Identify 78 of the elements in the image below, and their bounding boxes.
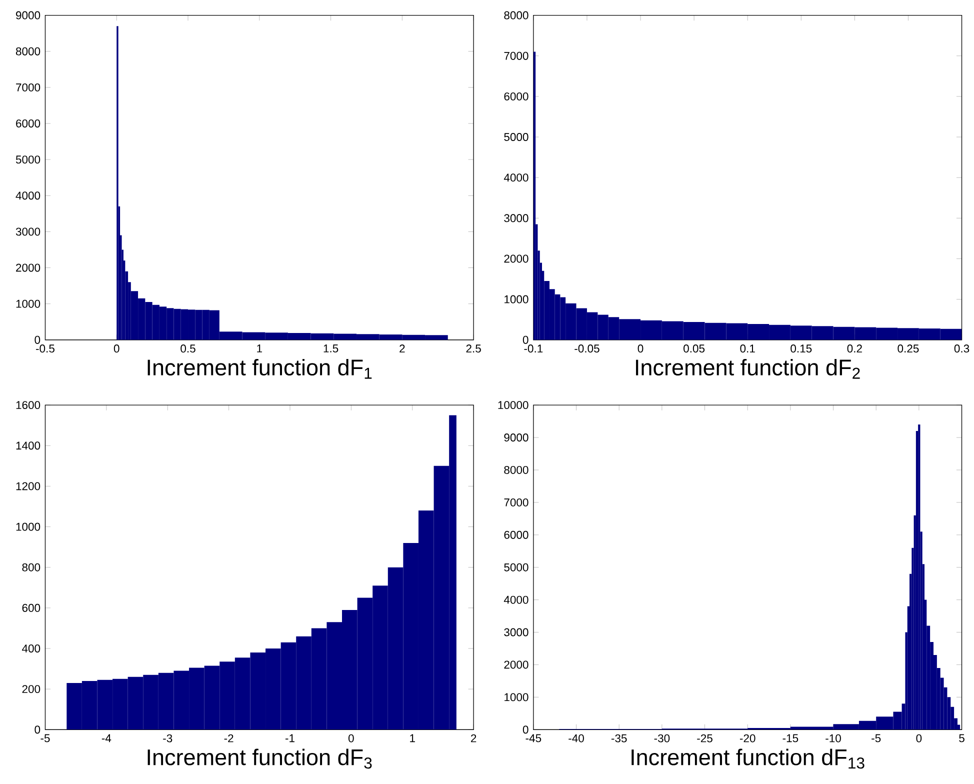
x-tick-label: -35 bbox=[611, 734, 627, 742]
x-tick-label: -5 bbox=[872, 734, 881, 742]
y-tick-label: 7000 bbox=[16, 83, 40, 92]
x-tick-label: -3 bbox=[163, 734, 172, 742]
x-tick-label: -10 bbox=[826, 734, 841, 742]
y-tick-label: 1000 bbox=[16, 300, 40, 308]
y-tick-label: 1000 bbox=[504, 295, 528, 304]
x-tick-label: 0.5 bbox=[180, 344, 196, 352]
y-tick-label: 7000 bbox=[504, 52, 528, 60]
y-tick-label: 0 bbox=[34, 726, 40, 734]
x-tick-label: -40 bbox=[568, 734, 584, 742]
y-tick-label: 1000 bbox=[504, 693, 528, 702]
x-axis-title: Increment function dF$_{2}$ bbox=[636, 358, 860, 379]
y-tick-label: 400 bbox=[22, 644, 40, 652]
y-tick-label: 600 bbox=[22, 604, 40, 612]
x-tick-label: 2.5 bbox=[466, 344, 481, 352]
x-tick-label: 0 bbox=[638, 344, 644, 352]
x-tick-label: 0.1 bbox=[740, 344, 755, 352]
x-tick-label: 1 bbox=[257, 344, 262, 352]
y-tick-label: 7000 bbox=[504, 498, 528, 506]
x-tick-label: 0.05 bbox=[684, 344, 705, 352]
x-tick-label: 0.3 bbox=[954, 344, 970, 352]
y-tick-label: 6000 bbox=[504, 92, 528, 100]
x-tick-label: 0.25 bbox=[898, 344, 919, 352]
y-tick-label: 800 bbox=[22, 563, 40, 572]
x-tick-label: 0 bbox=[916, 734, 922, 742]
y-tick-label: 10000 bbox=[498, 400, 528, 409]
y-tick-label: 3000 bbox=[504, 628, 528, 636]
x-tick-label: -15 bbox=[782, 734, 798, 742]
x-tick-label: -0.05 bbox=[574, 344, 600, 352]
y-tick-label: 1200 bbox=[16, 482, 40, 490]
x-axis-title: Increment function dF$_{13}$ bbox=[632, 748, 864, 769]
x-tick-label: 1.5 bbox=[324, 344, 338, 352]
y-tick-label: 200 bbox=[22, 685, 40, 693]
y-tick-label: 6000 bbox=[16, 119, 40, 128]
y-tick-label: 5000 bbox=[16, 155, 40, 164]
y-tick-label: 5000 bbox=[504, 563, 528, 572]
y-tick-label: 9000 bbox=[16, 11, 40, 20]
y-tick-label: 5000 bbox=[504, 132, 528, 141]
x-tick-label: 0 bbox=[114, 344, 120, 352]
x-tick-label: 2 bbox=[400, 344, 405, 352]
y-tick-label: 8000 bbox=[16, 47, 40, 56]
y-tick-label: 4000 bbox=[16, 192, 40, 200]
x-tick-label: -20 bbox=[740, 734, 756, 742]
x-tick-label: -1 bbox=[285, 734, 294, 742]
y-tick-label: 1600 bbox=[16, 400, 40, 409]
y-tick-label: 2000 bbox=[504, 660, 528, 669]
y-tick-label: 0 bbox=[522, 336, 528, 344]
y-tick-label: 8000 bbox=[504, 466, 528, 474]
x-tick-label: 0 bbox=[348, 734, 354, 742]
x-axis-title: Increment function dF$_{3}$ bbox=[148, 748, 372, 769]
x-tick-label: -2 bbox=[224, 734, 234, 742]
y-tick-label: 3000 bbox=[16, 228, 40, 236]
x-tick-label: -45 bbox=[526, 734, 542, 742]
y-tick-label: 4000 bbox=[504, 596, 528, 604]
y-tick-label: 8000 bbox=[504, 11, 528, 20]
y-tick-label: 1400 bbox=[16, 442, 40, 450]
x-tick-label: -30 bbox=[654, 734, 670, 742]
y-tick-label: 3000 bbox=[504, 214, 528, 222]
x-tick-label: 1 bbox=[410, 734, 415, 742]
y-tick-label: 4000 bbox=[504, 174, 528, 182]
y-tick-label: 0 bbox=[34, 336, 40, 344]
y-tick-label: 6000 bbox=[504, 530, 528, 539]
y-tick-label: 1000 bbox=[16, 522, 40, 531]
x-axis-title: Increment function dF$_{1}$ bbox=[148, 358, 372, 379]
y-tick-label: 2000 bbox=[504, 254, 528, 263]
x-tick-label: -4 bbox=[102, 734, 112, 742]
x-tick-label: -0.1 bbox=[524, 344, 543, 352]
y-tick-label: 2000 bbox=[16, 264, 40, 272]
x-tick-label: 0.2 bbox=[847, 344, 862, 352]
x-tick-label: -5 bbox=[40, 734, 50, 742]
x-tick-label: 5 bbox=[959, 734, 964, 742]
y-tick-label: 0 bbox=[522, 726, 528, 734]
y-tick-label: 9000 bbox=[504, 433, 528, 442]
x-tick-label: 0.15 bbox=[790, 344, 812, 352]
x-tick-label: -0.5 bbox=[36, 344, 54, 352]
x-tick-label: 2 bbox=[470, 734, 476, 742]
x-tick-label: -25 bbox=[697, 734, 712, 742]
